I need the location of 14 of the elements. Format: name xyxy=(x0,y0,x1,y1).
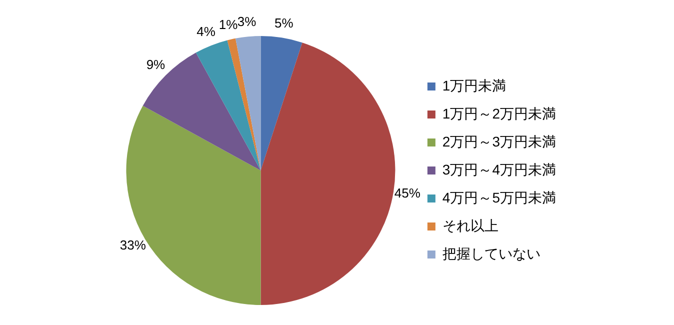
legend-label: 1万円～2万円未満 xyxy=(442,105,556,122)
data-label: 5% xyxy=(274,15,294,30)
data-label: 45% xyxy=(394,185,421,200)
legend-label: 4万円～5万円未満 xyxy=(442,189,556,206)
data-label: 4% xyxy=(196,24,216,40)
data-label: 33% xyxy=(120,238,146,253)
data-label: 9% xyxy=(146,57,166,72)
legend-label: それ以上 xyxy=(442,217,498,234)
data-label: 3% xyxy=(237,14,257,30)
legend-label: 把握していない xyxy=(442,245,540,262)
legend-label: 1万円未満 xyxy=(442,77,506,94)
data-label: 1% xyxy=(218,17,238,32)
legend-label: 3万円～4万円未満 xyxy=(442,161,556,178)
legend-label: 2万円～3万円未満 xyxy=(442,133,556,150)
